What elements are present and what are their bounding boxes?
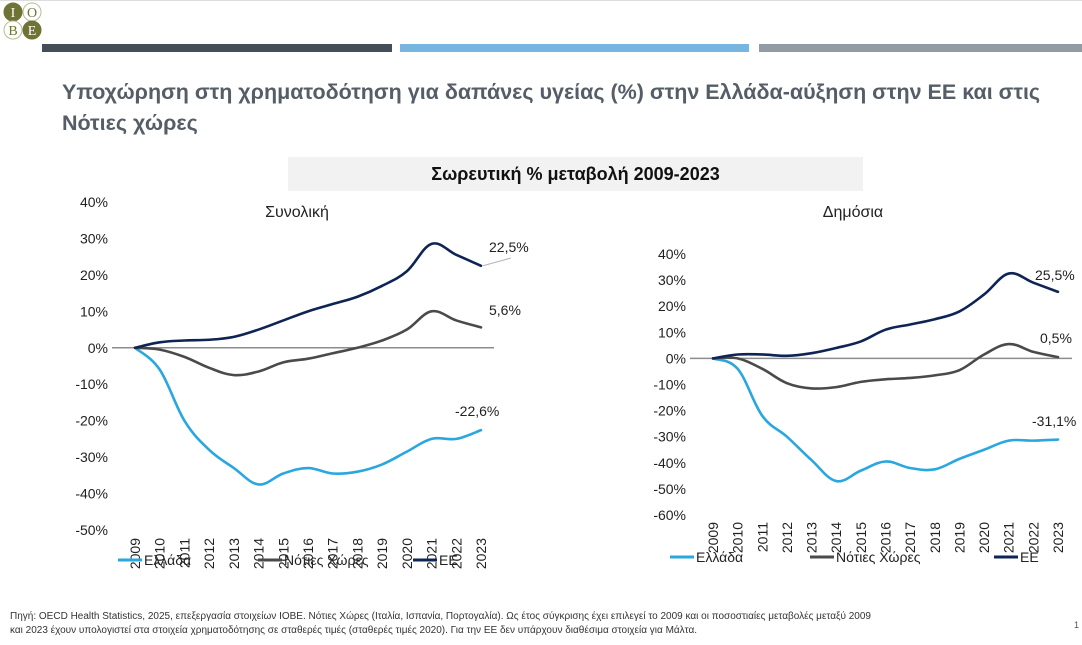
subtitle-text: Σωρευτική % μεταβολή 2009-2023: [431, 163, 720, 184]
logo-letter-e: E: [28, 24, 37, 39]
public-x-tick-label: 2021: [1001, 522, 1017, 553]
public-x-tick-label: 2013: [804, 522, 820, 553]
public-x-tick-label: 2016: [878, 522, 894, 553]
public-x-tick-label: 2019: [951, 522, 967, 553]
public-x-tick-label: 2018: [927, 522, 943, 553]
logo-letter-i: I: [11, 6, 16, 21]
total-x-tick-label: 2021: [424, 538, 440, 569]
public-y-tick-label: -50%: [653, 481, 686, 497]
total-chart-title: Συνολική: [265, 204, 329, 221]
public-x-tick-label: 2022: [1025, 522, 1041, 553]
total-series-line-greece: [133, 346, 483, 486]
total-x-tick-label: 2009: [127, 538, 143, 569]
total-x-tick-label: 2010: [152, 538, 168, 569]
public-end-label-southern: 0,5%: [1040, 330, 1072, 346]
logo-circle-b: [3, 20, 23, 40]
chart-subtitle: Σωρευτική % μεταβολή 2009-2023: [288, 157, 863, 191]
public-y-tick-label: -60%: [653, 507, 686, 523]
public-x-tick-label: 2010: [730, 522, 746, 553]
public-legend-label-southern: Νότιες Χώρες: [836, 549, 921, 565]
total-legend-label-greece: Ελλάδα: [144, 552, 191, 568]
header-bar-grey: [759, 44, 1082, 52]
top-border: [0, 0, 1082, 1]
public-y-tick-label: 30%: [658, 272, 686, 288]
public-end-label-greece: -31,1%: [1032, 413, 1076, 429]
total-x-tick-label: 2022: [448, 538, 464, 569]
total-series-line-eu: [133, 242, 483, 350]
total-x-tick-label: 2019: [374, 538, 390, 569]
public-x-tick-label: 2014: [828, 522, 844, 553]
iobe-logo: I O B E: [3, 2, 42, 40]
header-bar-blue: [400, 44, 749, 52]
page-number: 1: [1074, 620, 1080, 630]
public-legend-label-eu: ΕΕ: [1020, 549, 1039, 565]
total-y-tick-label: -10%: [75, 376, 108, 392]
total-x-tick-label: 2012: [201, 538, 217, 569]
total-y-tick-label: 20%: [80, 267, 108, 283]
total-eu-label-leader: [482, 257, 512, 267]
public-x-tick-label: 2011: [754, 522, 770, 552]
public-y-tick-label: -10%: [653, 377, 686, 393]
source-note-line-2: και 2023 έχουν υπολογιστεί στα στοιχεία …: [10, 625, 698, 636]
public-y-tick-label: 10%: [658, 324, 686, 340]
public-x-tick-label: 2017: [902, 522, 918, 553]
total-y-tick-label: 0%: [88, 340, 108, 356]
total-legend-label-southern: Νότιες Χώρες: [284, 552, 369, 568]
total-end-label-greece: -22,6%: [455, 403, 499, 419]
logo-letter-b: B: [8, 24, 17, 39]
public-chart-title: Δημόσια: [823, 204, 883, 221]
total-y-tick-label: -30%: [75, 449, 108, 465]
total-y-tick-label: 10%: [80, 303, 108, 319]
public-x-tick-label: 2023: [1050, 522, 1066, 553]
total-x-tick-label: 2018: [349, 538, 365, 569]
total-x-tick-label: 2023: [473, 538, 489, 569]
logo-circle-e: [22, 20, 42, 40]
public-end-label-eu: 25,5%: [1035, 267, 1075, 283]
public-y-tick-label: 20%: [658, 298, 686, 314]
public-y-tick-label: 0%: [666, 350, 686, 366]
page-title: Υποχώρηση στη χρηματοδότηση για δαπάνες …: [62, 80, 1041, 135]
total-x-tick-label: 2013: [226, 538, 242, 569]
public-series-line-eu: [711, 271, 1060, 360]
total-x-tick-label: 2014: [251, 538, 267, 569]
total-y-tick-label: -20%: [75, 413, 108, 429]
total-y-tick-label: -50%: [75, 522, 108, 538]
logo-letter-o: O: [27, 6, 37, 21]
source-note-line-1: Πηγή: OECD Health Statistics, 2025, επεξ…: [10, 611, 871, 622]
total-y-tick-label: 40%: [80, 194, 108, 210]
public-y-tick-label: 40%: [658, 246, 686, 262]
public-legend-label-greece: Ελλάδα: [696, 549, 743, 565]
total-end-label-southern: 5,6%: [489, 302, 521, 318]
public-series-line-greece: [711, 357, 1060, 483]
total-x-tick-label: 2020: [399, 538, 415, 569]
total-x-tick-label: 2017: [325, 538, 341, 569]
public-x-tick-label: 2015: [853, 522, 869, 553]
total-series-line-southern: [133, 309, 483, 377]
total-x-tick-label: 2016: [300, 538, 316, 569]
public-y-tick-label: -20%: [653, 403, 686, 419]
public-y-tick-label: -40%: [653, 455, 686, 471]
total-end-label-eu: 22,5%: [489, 239, 529, 255]
total-y-tick-label: -40%: [75, 486, 108, 502]
public-y-tick-label: -30%: [653, 429, 686, 445]
public-x-tick-label: 2012: [779, 522, 795, 553]
total-y-tick-label: 30%: [80, 230, 108, 246]
total-legend-label-eu: ΕΕ: [439, 552, 458, 568]
public-x-tick-label: 2020: [976, 522, 992, 553]
public-series-line-southern: [711, 342, 1060, 390]
header-bar-dark: [42, 44, 392, 52]
source-note: Πηγή: OECD Health Statistics, 2025, επεξ…: [10, 610, 1050, 638]
total-x-tick-label: 2011: [176, 538, 192, 568]
public-x-tick-label: 2009: [705, 522, 721, 553]
